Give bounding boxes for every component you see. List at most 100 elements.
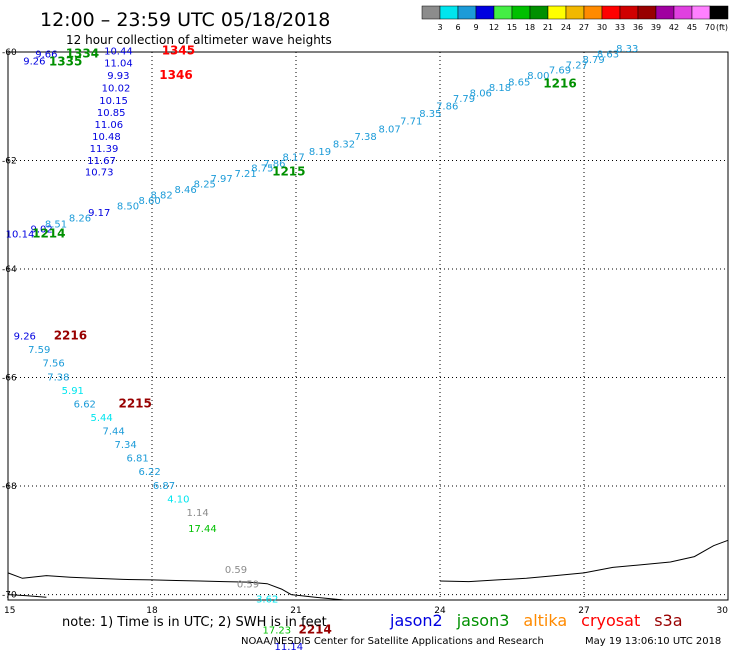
- wave-height-label: 5.44: [90, 413, 112, 424]
- coastline: [7, 539, 729, 601]
- time-label: 1214: [32, 227, 65, 241]
- legend-bin-label: 18: [525, 23, 535, 32]
- wave-height-label: 17.44: [188, 524, 217, 535]
- legend-bin-label: 45: [687, 23, 697, 32]
- legend-swatch: [565, 5, 585, 20]
- footer: note: 1) Time is in UTC; 2) SWH is in fe…: [62, 611, 721, 647]
- wave-height-label: 10.73: [85, 168, 114, 179]
- legend-bin-label: 12: [489, 23, 499, 32]
- wave-height-label: 7.38: [354, 132, 376, 143]
- y-tick-label: -70: [2, 591, 17, 601]
- wave-height-label: 9.26: [23, 56, 45, 67]
- wave-height-label: 10.48: [92, 132, 121, 143]
- chart-subtitle: 12 hour collection of altimeter wave hei…: [66, 33, 332, 47]
- wave-height-label: 0.59: [237, 580, 259, 591]
- satellite-name: jason2: [389, 611, 443, 630]
- legend-swatch: [691, 5, 711, 20]
- wave-height-label: 0.59: [225, 565, 247, 576]
- wave-height-label: 7.86: [436, 102, 458, 113]
- legend-swatch: [493, 5, 513, 20]
- wave-height-label: 9.02: [30, 225, 52, 236]
- wave-height-label: 11.06: [94, 120, 123, 131]
- legend-swatch: [619, 5, 639, 20]
- legend-bin-label: 42: [669, 23, 679, 32]
- wave-height-label: 5.91: [62, 386, 84, 397]
- wave-height-label: 11.67: [87, 156, 116, 167]
- x-tick-label: 21: [290, 606, 301, 616]
- wave-height-label: 9.93: [107, 71, 129, 82]
- wave-height-label: 7.44: [102, 427, 124, 438]
- wave-height-label: 11.14: [274, 642, 303, 650]
- legend-swatch: [511, 5, 531, 20]
- legend-swatch: [709, 5, 729, 20]
- wave-height-label: 8.19: [309, 147, 331, 158]
- time-label: 1346: [159, 68, 192, 82]
- wave-height-label: 7.27: [566, 60, 588, 71]
- legend-bin-label: 9: [473, 23, 478, 32]
- y-tick-label: -62: [2, 157, 17, 167]
- wave-height-label: 7.21: [234, 169, 256, 180]
- legend-bin-label: 70: [705, 23, 715, 32]
- legend-swatch: [547, 5, 567, 20]
- time-label: 1345: [162, 44, 195, 58]
- time-label: 1216: [543, 76, 576, 90]
- legend-bin-label: 3: [437, 23, 442, 32]
- wave-height-label: 8.00: [527, 71, 549, 82]
- wave-height-label: 8.65: [508, 78, 530, 89]
- wave-height-label: 4.10: [167, 494, 189, 505]
- legend-bin-label: 33: [615, 23, 625, 32]
- wave-height-label: 9.17: [88, 208, 110, 219]
- wave-height-label: 10.02: [102, 84, 131, 95]
- legend-swatch: [583, 5, 603, 20]
- time-label: 1335: [49, 55, 82, 69]
- time-label: 2215: [118, 396, 151, 410]
- satellite-name: s3a: [654, 611, 682, 630]
- legend-swatch: [601, 5, 621, 20]
- legend-bin-label: 27: [579, 23, 589, 32]
- wave-height-label: 8.63: [597, 49, 619, 60]
- legend-swatch: [529, 5, 549, 20]
- legend-bin-label: 6: [455, 23, 460, 32]
- wave-height-label: 8.35: [419, 109, 441, 120]
- x-tick-label: 18: [146, 606, 158, 616]
- wave-height-label: 8.07: [378, 124, 400, 135]
- grid: [8, 52, 728, 600]
- legend-swatch: [673, 5, 693, 20]
- data-labels: 10.449.669.26 11.049.9310.0210.1510.8511.…: [6, 44, 639, 650]
- wave-height-label: 6.81: [126, 454, 148, 465]
- wave-height-label: 8.46: [174, 185, 196, 196]
- wave-height-label: 8.50: [117, 201, 139, 212]
- legend-swatch: [439, 5, 459, 20]
- legend-bin-label: 39: [651, 23, 661, 32]
- color-legend: 3 6 9 12 15 18 21 24 27 30 33 36 39 42 45 70 (ft): [421, 5, 729, 32]
- legend-bin-label: 30: [597, 23, 607, 32]
- x-tick-label: 27: [578, 606, 589, 616]
- legend-swatch: [655, 5, 675, 20]
- footer-note: note: 1) Time is in UTC; 2) SWH is in fe…: [62, 615, 327, 630]
- wave-height-label: 10.15: [99, 96, 128, 107]
- wave-height-label: 7.34: [114, 440, 136, 451]
- satellite-name: altika: [523, 611, 567, 630]
- y-tick-label: -60: [2, 48, 17, 58]
- wave-height-label: 8.75: [251, 163, 273, 174]
- time-label: 1334: [66, 46, 99, 60]
- wave-height-label: 7.79: [453, 94, 475, 105]
- wave-height-label: 7.86: [263, 159, 285, 170]
- wave-height-label: 8.26: [69, 213, 91, 224]
- y-tick-label: -66: [2, 374, 17, 384]
- legend-bin-label: 24: [561, 23, 571, 32]
- y-tick-label: -68: [2, 482, 17, 492]
- x-tick-label: 15: [4, 606, 15, 616]
- wave-height-label: 8.82: [150, 190, 172, 201]
- wave-height-label: 17.23: [262, 626, 291, 637]
- time-label: 1215: [272, 165, 305, 179]
- legend-bin-label: 15: [507, 23, 517, 32]
- wave-height-label: 8.33: [616, 44, 638, 55]
- satellite-name: cryosat: [581, 611, 640, 630]
- coastline-segment: [439, 539, 729, 583]
- wave-height-label: 10.85: [97, 108, 126, 119]
- wave-height-label: 8.25: [194, 180, 216, 191]
- plot-area: 10.449.669.26 11.049.9310.0210.1510.8511.…: [6, 44, 729, 650]
- footer-timestamp: May 19 13:06:10 UTC 2018: [585, 636, 721, 647]
- legend-swatch: [475, 5, 495, 20]
